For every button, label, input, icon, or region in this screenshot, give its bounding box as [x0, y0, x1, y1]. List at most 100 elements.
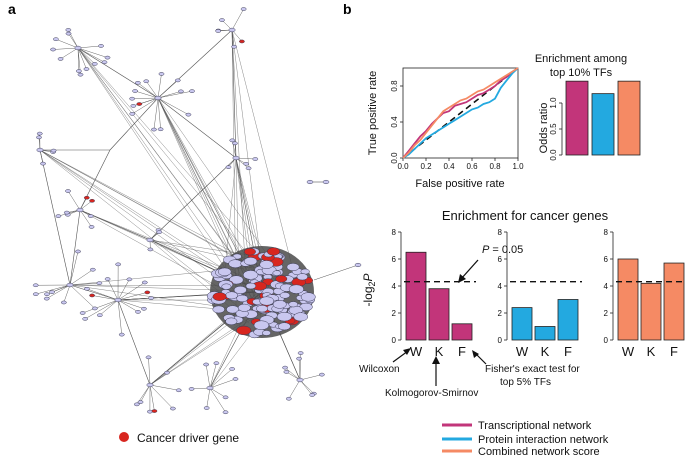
network-edge [99, 299, 119, 316]
enrichment-y-tick-label: 8 [498, 228, 503, 237]
network-nodes [32, 7, 362, 415]
network-node [53, 37, 59, 41]
network-edge [77, 47, 105, 63]
network-node [225, 291, 238, 300]
network-node [286, 263, 300, 272]
network-node [272, 270, 282, 276]
network-edge [149, 384, 179, 391]
network-edge [157, 97, 161, 130]
network-node [225, 165, 232, 169]
network-edge [77, 47, 108, 58]
network-node [164, 370, 170, 375]
series-legend: Transcriptional network Protein interact… [442, 420, 609, 456]
network-node [222, 410, 229, 415]
network-node [256, 305, 268, 313]
network-edge [77, 47, 87, 70]
network-node [79, 311, 86, 315]
network-node [206, 385, 214, 391]
network-node [259, 296, 275, 306]
network-node [261, 330, 271, 336]
network-node [137, 400, 144, 404]
enrichment-bar-protein-W [511, 307, 533, 341]
network-node [222, 395, 229, 400]
network-node [82, 317, 88, 321]
network-node [126, 277, 133, 282]
network-node [36, 131, 43, 136]
network-backbone-edge [157, 97, 237, 159]
network-node [130, 104, 137, 108]
network-edge [85, 299, 119, 320]
pvalue-arrow [460, 259, 479, 280]
network-edge [137, 82, 159, 99]
cancer-driver-node [89, 198, 95, 203]
network-node [129, 112, 136, 116]
network-node [92, 306, 98, 311]
network-node [36, 135, 42, 140]
roc-chart: 0.0 0.2 0.4 0.6 0.8 1.0 0.0 0.4 0.8 False positi… [367, 67, 524, 190]
network-edge [149, 384, 174, 409]
wilcoxon-label: Wilcoxon [359, 364, 400, 375]
network-node [88, 225, 95, 229]
network-node [174, 78, 181, 83]
network-node [115, 262, 121, 267]
network-node [245, 282, 257, 290]
network-edge [69, 284, 222, 286]
network-node [135, 310, 141, 314]
network-node [296, 356, 302, 361]
network-node [319, 372, 325, 377]
network-node [60, 300, 67, 305]
network-edge [135, 90, 159, 99]
network-edge [148, 357, 151, 386]
network-node [240, 7, 247, 11]
network-edge [69, 284, 96, 309]
network-node [55, 214, 62, 218]
network-edge [68, 33, 79, 49]
network-node [87, 214, 94, 218]
network-node [141, 306, 147, 311]
network-node [77, 72, 84, 77]
network-node [143, 79, 150, 84]
roc-y-tick-label: 0.4 [390, 116, 399, 128]
cancer-enrichment-chart: Enrichment for cancer genes 0 2 4 6 8 0 2 4 6 8 0 2… [359, 208, 685, 399]
network-edge [209, 378, 236, 389]
cancer-driver-node [239, 39, 245, 44]
odds-bar-transcriptional [565, 80, 589, 156]
network-node [114, 297, 122, 303]
cancer-driver-node [236, 325, 252, 336]
network-edge [53, 47, 79, 50]
roc-axes: 0.0 0.2 0.4 0.6 0.8 1.0 0.0 0.4 0.8 [390, 80, 524, 171]
network-edge [157, 91, 181, 99]
network-node [228, 259, 243, 268]
enrichment-category-label: F [670, 344, 678, 359]
network-edge [67, 190, 81, 211]
network-edge [299, 379, 315, 394]
network-node [84, 287, 90, 291]
enrichment-y-tick-label: 4 [392, 282, 397, 291]
enrichment-y-tick-label: 8 [392, 228, 397, 237]
network-node [32, 283, 39, 288]
network-node [147, 247, 154, 252]
network-node [252, 157, 259, 161]
enrichment-bar-protein-F [557, 299, 579, 341]
network-node [63, 210, 70, 215]
network-node [229, 367, 235, 371]
network-edge [299, 379, 313, 396]
odds-axes: 0.0 0.5 1.0 [549, 97, 563, 161]
network-node [154, 95, 162, 101]
enrichment-y-tick-label: 4 [604, 282, 609, 291]
network-node [65, 31, 72, 36]
network-edge [209, 368, 233, 389]
network-edge [206, 387, 211, 409]
network-node [189, 89, 195, 93]
network-node [170, 406, 176, 411]
cancer-driver-node [136, 102, 143, 106]
enrichment-y-tick-label: 0 [498, 336, 503, 345]
network-edge [234, 143, 237, 159]
network-backbone-edge [157, 29, 233, 99]
enrichment-y-tick-label: 2 [498, 309, 503, 318]
network-edge [205, 364, 211, 389]
network-node [293, 312, 309, 322]
network-node [278, 322, 291, 331]
network-node [236, 294, 249, 303]
